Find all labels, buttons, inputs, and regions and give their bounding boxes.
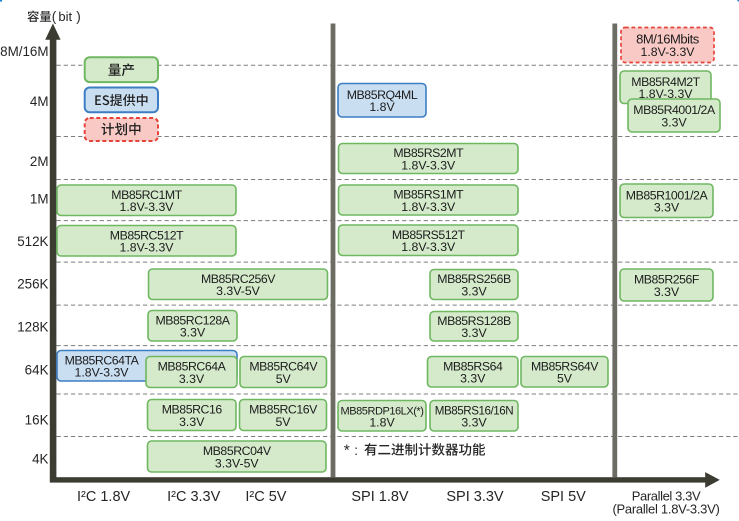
svg-text:MB85RS16/16N: MB85RS16/16N [435, 404, 513, 417]
svg-text:5V: 5V [275, 415, 291, 429]
svg-text:2M: 2M [30, 154, 49, 169]
svg-text:3.3V-5V: 3.3V-5V [215, 456, 260, 470]
svg-text:3.3V: 3.3V [461, 284, 487, 298]
svg-text:3.3V: 3.3V [180, 326, 206, 340]
svg-text:1.8V-3.3V: 1.8V-3.3V [74, 366, 129, 380]
svg-text:(: ( [52, 9, 57, 24]
svg-text:bit: bit [58, 9, 72, 24]
svg-text:SPI 5V: SPI 5V [541, 489, 586, 505]
svg-text:): ) [76, 9, 81, 24]
svg-text::: : [354, 443, 358, 458]
svg-text:1.8V-3.3V: 1.8V-3.3V [119, 241, 174, 255]
svg-text:MB85RS64V: MB85RS64V [531, 359, 599, 373]
svg-text:I²C 1.8V: I²C 1.8V [77, 489, 131, 505]
svg-text:MB85RC64A: MB85RC64A [158, 360, 227, 374]
svg-text:256K: 256K [17, 277, 48, 292]
svg-text:1.8V-3.3V: 1.8V-3.3V [640, 45, 695, 59]
svg-text:64K: 64K [25, 363, 49, 378]
svg-text:I²C 3.3V: I²C 3.3V [167, 489, 221, 505]
svg-text:MB85RC64V: MB85RC64V [249, 360, 318, 374]
svg-text:1.8V-3.3V: 1.8V-3.3V [401, 158, 456, 172]
svg-text:*: * [344, 442, 350, 459]
svg-text:Parallel 3.3V: Parallel 3.3V [632, 489, 701, 504]
svg-text:MB85RC64TA: MB85RC64TA [65, 353, 140, 367]
svg-text:SPI 3.3V: SPI 3.3V [446, 489, 504, 505]
svg-text:8M/16M: 8M/16M [0, 44, 48, 59]
svg-text:MB85RS512T: MB85RS512T [392, 228, 466, 242]
svg-text:MB85RS256B: MB85RS256B [437, 272, 511, 286]
svg-text:MB85RC512T: MB85RC512T [110, 228, 184, 242]
svg-text:MB85RC128A: MB85RC128A [155, 313, 230, 327]
svg-text:3.3V: 3.3V [179, 415, 205, 429]
svg-text:3.3V: 3.3V [654, 201, 680, 215]
svg-text:MB85RC1MT: MB85RC1MT [111, 188, 182, 202]
svg-text:3.3V: 3.3V [461, 416, 487, 430]
svg-text:1.8V: 1.8V [369, 100, 395, 114]
svg-text:4K: 4K [32, 452, 48, 467]
svg-text:3.3V: 3.3V [461, 326, 487, 340]
svg-text:1.8V-3.3V: 1.8V-3.3V [401, 240, 456, 254]
svg-text:5V: 5V [557, 372, 573, 386]
svg-text:1.8V-3.3V: 1.8V-3.3V [119, 200, 174, 214]
svg-text:3.3V-5V: 3.3V-5V [216, 284, 261, 298]
svg-text:MB85R256F: MB85R256F [634, 273, 700, 287]
svg-text:MB85RS64: MB85RS64 [443, 359, 503, 373]
svg-text:1.8V: 1.8V [369, 416, 395, 430]
svg-text:1M: 1M [30, 192, 49, 207]
svg-text:MB85RC16: MB85RC16 [162, 403, 223, 417]
svg-text:3.3V: 3.3V [661, 115, 687, 129]
svg-text:MB85RDP16LX(*): MB85RDP16LX(*) [341, 405, 424, 417]
svg-text:3.3V: 3.3V [460, 372, 486, 386]
svg-text:3.3V: 3.3V [179, 372, 205, 386]
svg-text:SPI 1.8V: SPI 1.8V [351, 489, 409, 505]
svg-text:(Parallel 1.8V-3.3V): (Parallel 1.8V-3.3V) [612, 501, 719, 516]
svg-text:MB85RS1MT: MB85RS1MT [393, 188, 464, 202]
svg-text:5V: 5V [276, 372, 292, 386]
svg-text:8M/16Mbits: 8M/16Mbits [636, 32, 700, 47]
svg-text:MB85RS2MT: MB85RS2MT [393, 146, 464, 160]
svg-text:128K: 128K [17, 320, 48, 335]
svg-text:MB85RC16V: MB85RC16V [249, 403, 318, 417]
svg-text:I²C 5V: I²C 5V [245, 489, 286, 505]
svg-text:MB85R4M2T: MB85R4M2T [631, 75, 700, 89]
svg-text:MB85R4001/2A: MB85R4001/2A [633, 103, 716, 117]
svg-text:512K: 512K [17, 234, 48, 249]
svg-text:1.8V-3.3V: 1.8V-3.3V [638, 87, 693, 101]
svg-text:4M: 4M [30, 94, 49, 109]
svg-text:MB85RS128B: MB85RS128B [437, 314, 511, 328]
svg-text:MB85R1001/2A: MB85R1001/2A [626, 188, 709, 202]
svg-text:16K: 16K [25, 413, 49, 428]
svg-text:3.3V: 3.3V [654, 285, 680, 299]
svg-text:MB85RQ4ML: MB85RQ4ML [347, 88, 418, 102]
svg-text:1.8V-3.3V: 1.8V-3.3V [401, 200, 456, 214]
svg-text:MB85RC256V: MB85RC256V [201, 272, 276, 286]
svg-text:MB85RC04V: MB85RC04V [203, 444, 272, 458]
